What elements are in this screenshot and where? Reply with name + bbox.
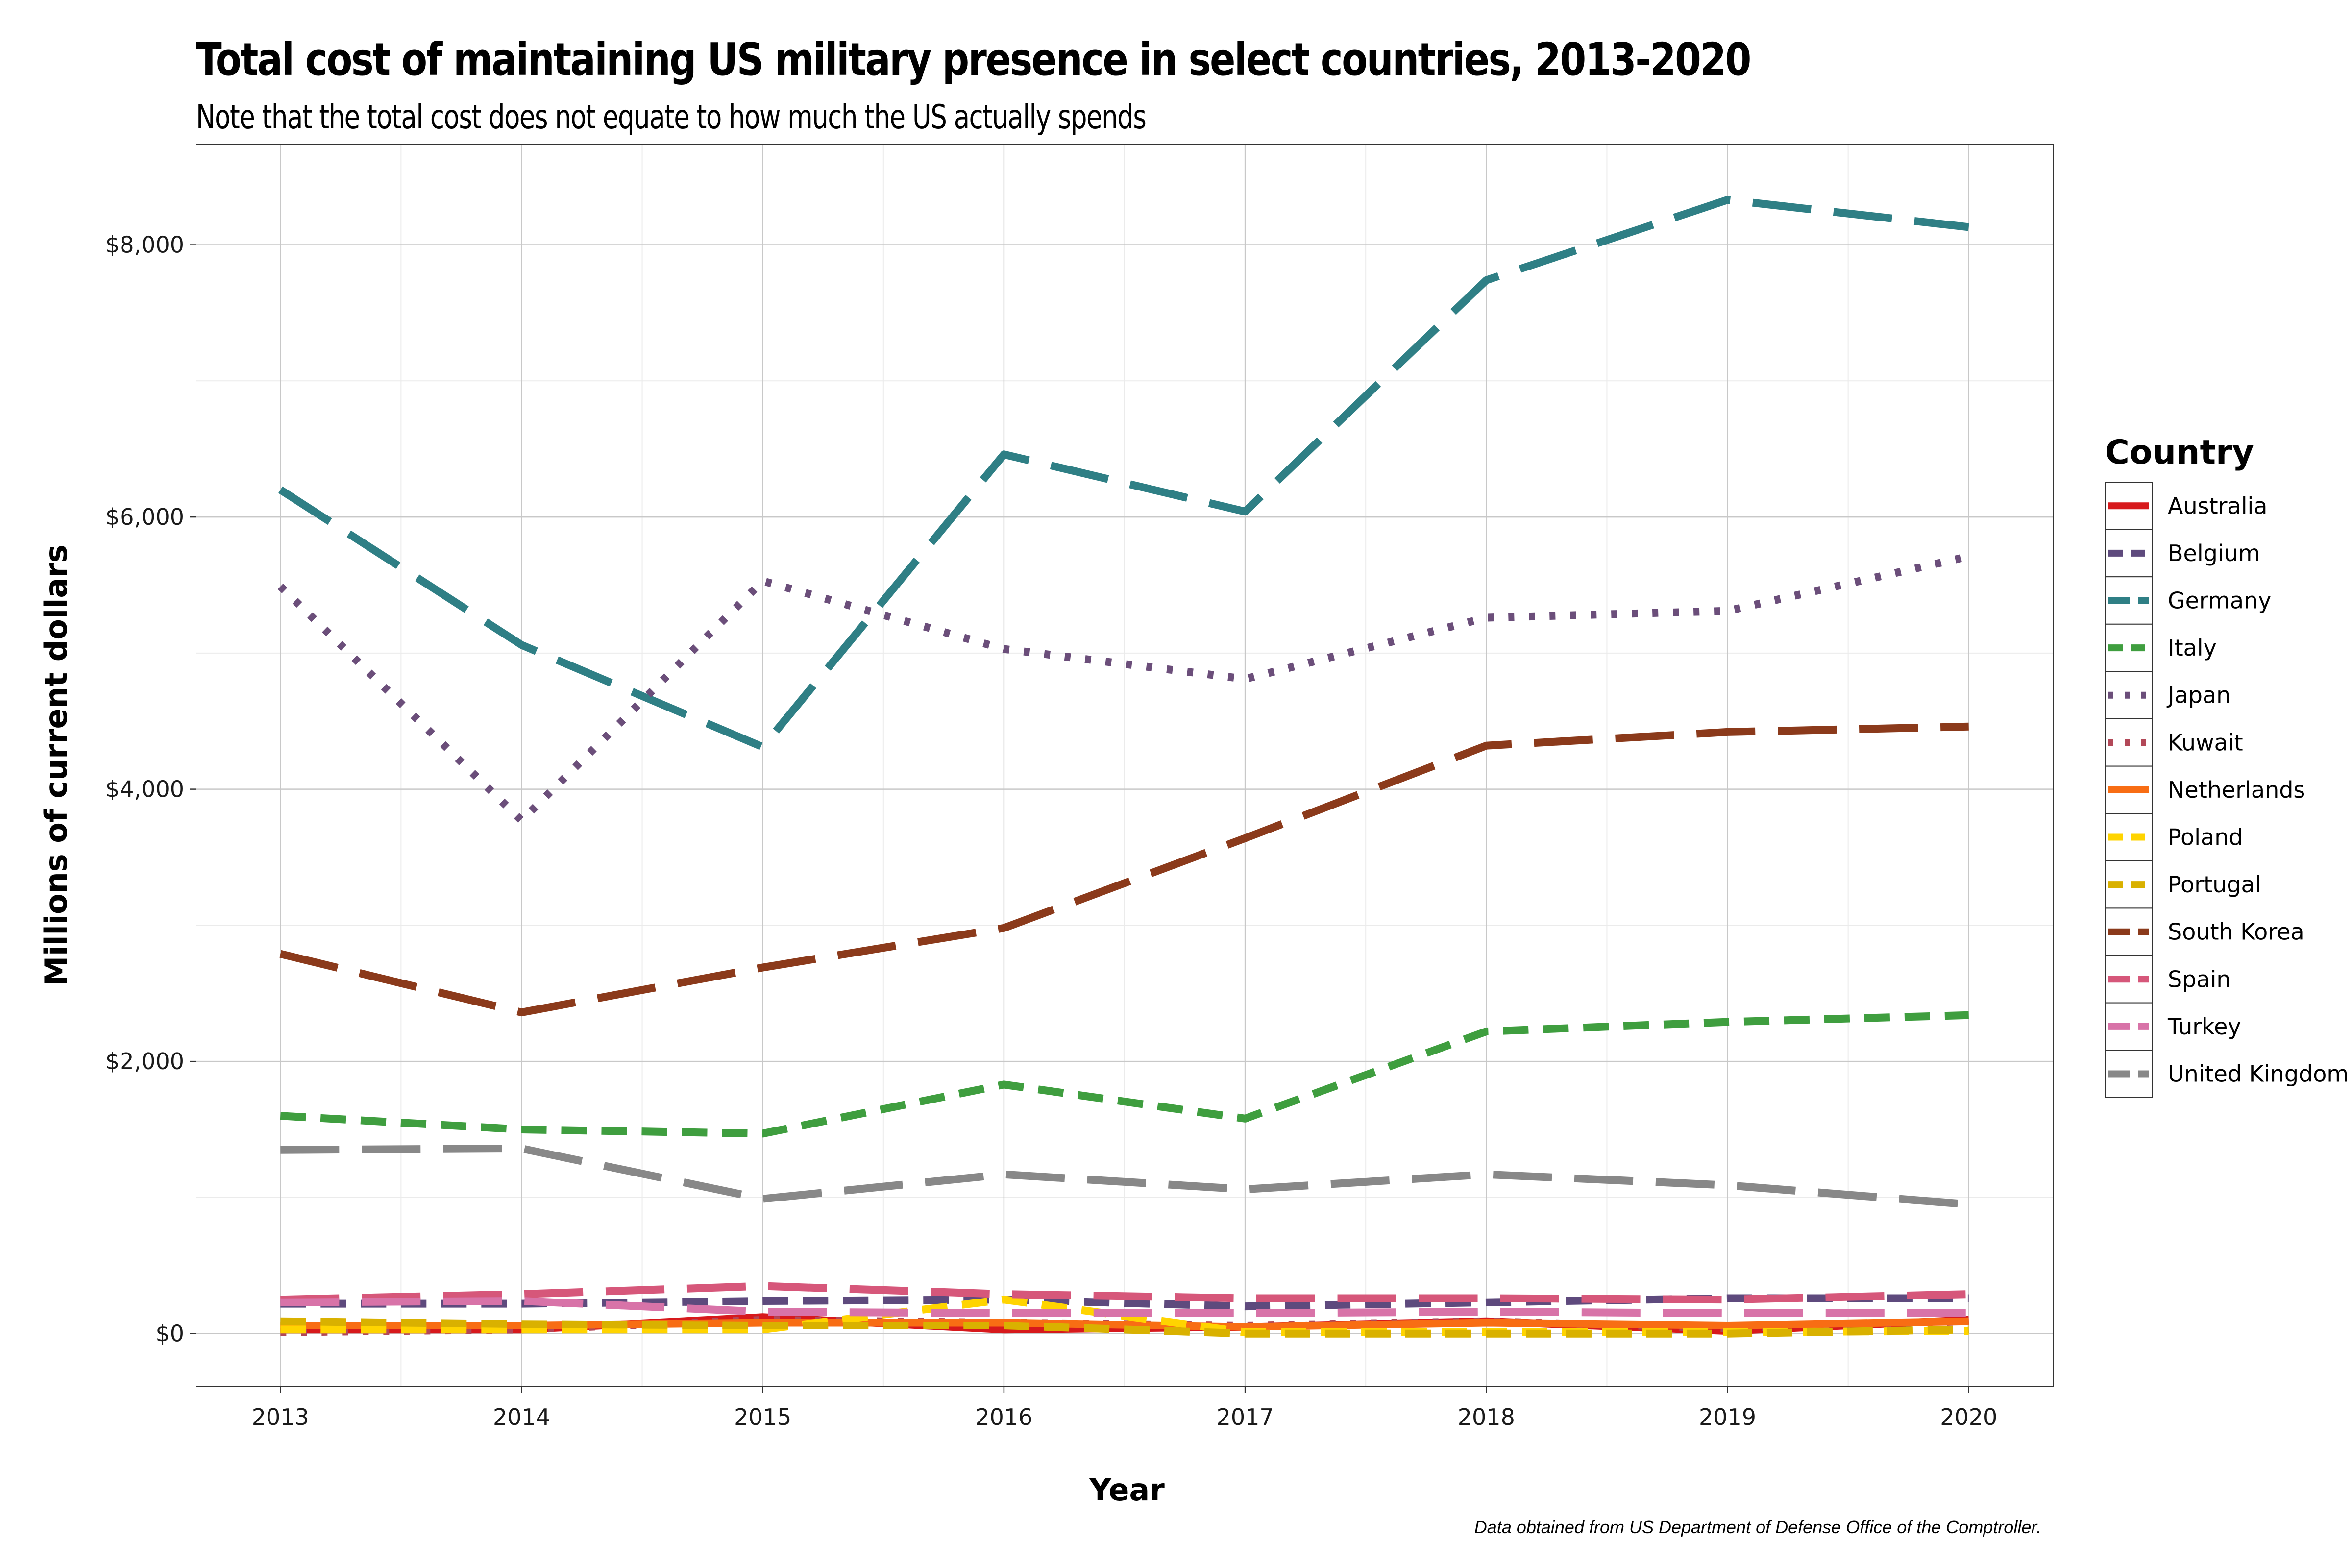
chart-caption: Data obtained from US Department of Defe…	[1474, 1517, 2041, 1537]
legend: Country Australia Belgium Germany Italy Japa…	[2105, 433, 2349, 1098]
x-axis-title: Year	[1089, 1472, 1165, 1508]
y-tick-label: $6,000	[105, 504, 184, 530]
legend-label-japan: Japan	[2166, 682, 2230, 709]
x-tick-label: 2018	[1458, 1404, 1515, 1430]
x-tick-label: 2015	[734, 1404, 791, 1430]
series-line-turkey	[280, 1297, 1969, 1317]
legend-label-united-kingdom: United Kingdom	[2168, 1061, 2349, 1087]
legend-label-germany: Germany	[2168, 588, 2271, 614]
legend-label-belgium: Belgium	[2168, 540, 2260, 566]
series-line-germany	[278, 196, 1969, 751]
series-line-spain	[280, 1282, 1969, 1304]
series-lines	[277, 196, 1970, 1338]
legend-label-italy: Italy	[2168, 635, 2217, 661]
series-line-italy	[280, 1011, 1969, 1138]
legend-label-poland: Poland	[2168, 824, 2243, 851]
y-axis-ticks: $0 $2,000 $4,000 $6,000 $8,000	[105, 232, 196, 1347]
x-tick-label: 2020	[1940, 1404, 1997, 1430]
legend-key-portugal	[2105, 860, 2153, 909]
x-tick-label: 2014	[493, 1404, 550, 1430]
legend-label-south-korea: South Korea	[2168, 919, 2304, 945]
x-axis-ticks: 2013 2014 2015 2016 2017 2018 2019 2020	[252, 1387, 1997, 1430]
chart-title: Total cost of maintaining US military pr…	[196, 33, 1751, 86]
series-line-south-korea	[279, 722, 1969, 1017]
y-axis-title: Millions of current dollars	[38, 544, 74, 986]
plot-border	[196, 144, 2054, 1387]
legend-label-australia: Australia	[2168, 492, 2267, 519]
y-tick-label: $4,000	[105, 776, 184, 803]
series-line-japan	[277, 552, 1970, 825]
y-tick-label: $0	[155, 1321, 184, 1347]
legend-label-spain: Spain	[2168, 966, 2231, 992]
legend-label-kuwait: Kuwait	[2168, 729, 2243, 756]
x-tick-label: 2017	[1217, 1404, 1274, 1430]
x-tick-label: 2013	[252, 1404, 309, 1430]
gridlines	[196, 144, 2053, 1387]
legend-label-turkey: Turkey	[2167, 1013, 2241, 1040]
series-line-united-kingdom	[280, 1144, 1969, 1208]
x-tick-label: 2016	[975, 1404, 1032, 1430]
y-tick-label: $2,000	[105, 1048, 184, 1075]
chart-subtitle: Note that the total cost does not equate…	[196, 98, 1147, 137]
series-line-portugal	[280, 1317, 1969, 1338]
x-tick-label: 2019	[1699, 1404, 1756, 1430]
legend-title: Country	[2105, 433, 2254, 472]
y-tick-label: $8,000	[105, 232, 184, 258]
legend-label-portugal: Portugal	[2168, 871, 2261, 898]
legend-label-netherlands: Netherlands	[2168, 777, 2305, 803]
